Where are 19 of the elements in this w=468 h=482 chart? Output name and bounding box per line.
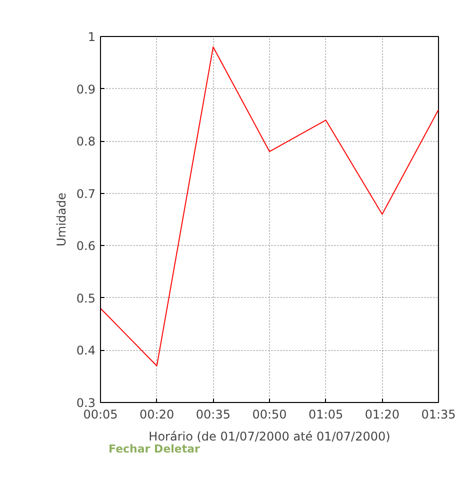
x-tick-label: 01:05 [308,408,344,422]
y-tick-label: 0.9 [76,82,96,96]
y-tick-label: 0.8 [76,134,96,149]
x-tick-label: 00:35 [196,408,230,422]
text: Fechar Deletar [108,442,201,456]
y-tick-label: 0.5 [76,291,96,306]
y-tick-label: 1 [88,30,96,44]
y-tick-label: 0.4 [76,344,96,358]
y-tick-label: 0.3 [76,396,96,410]
y-tick-label: 0.7 [76,186,96,201]
x-tick-label: 00:50 [252,408,287,422]
x-tick-label: 00:20 [140,408,174,422]
x-axis-title: Horário (de 01/07/2000 até 01/07/2000) [148,430,390,444]
x-tick-label: 00:05 [83,408,118,422]
y-tick-label: 0.6 [76,239,96,254]
x-tick-label: 01:20 [364,408,400,422]
y-axis-title: Umidade [54,192,68,246]
line-series [100,46,438,366]
x-tick-label: 01:35 [421,408,456,422]
